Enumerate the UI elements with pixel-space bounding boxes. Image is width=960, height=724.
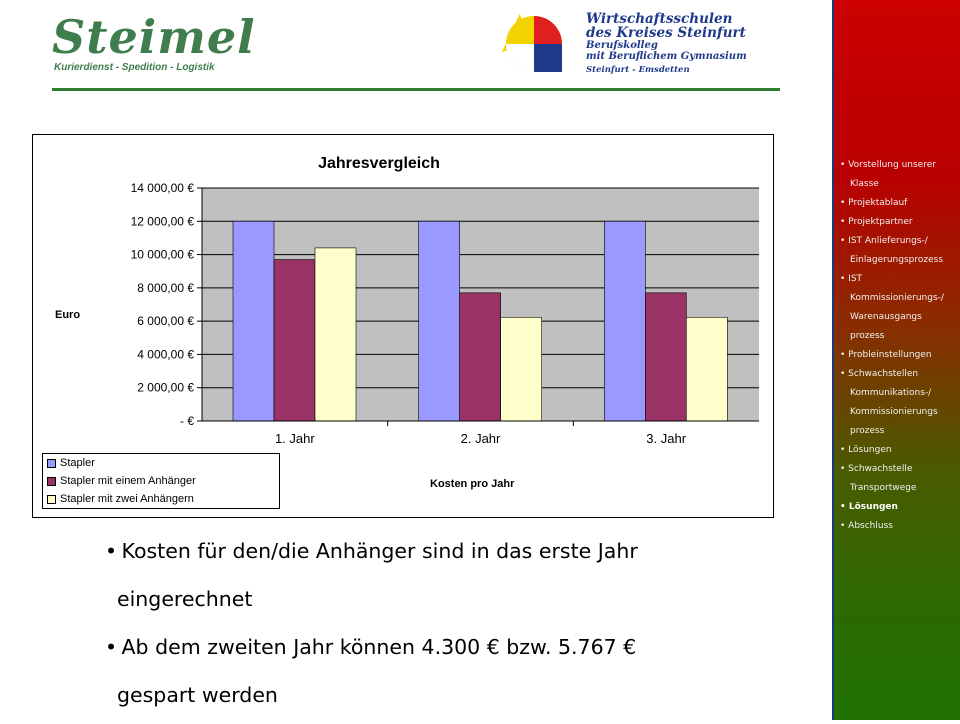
school-name-line5: Steinfurt - Emsdetten <box>586 65 690 75</box>
legend-swatch-anhaenger2 <box>47 494 56 504</box>
chart-legend: Stapler Stapler mit einem Anhänger Stapl… <box>42 453 280 509</box>
legend-swatch-anhaenger1 <box>47 476 56 486</box>
bar-2-3 <box>645 292 687 422</box>
legend-label-stapler: Stapler <box>60 457 95 469</box>
bar-3-1 <box>314 247 357 422</box>
sidebar-item-3[interactable]: • Projektpartner <box>840 213 960 232</box>
y-tick-label: 8 000,00 € <box>137 281 194 295</box>
sidebar-item-label: Kommissionierungs-/ <box>850 293 944 303</box>
bullet-dot-icon: • <box>105 539 118 563</box>
y-tick-label: - € <box>180 414 194 428</box>
legend-item-anhaenger2: Stapler mit zwei Anhängern <box>47 493 194 509</box>
sidebar-item-label: • Schwachstellen <box>840 369 919 379</box>
bar-1-2 <box>418 220 460 422</box>
school-name-line2: des Kreises Steinfurt <box>586 25 746 41</box>
sidebar-item-1[interactable]: • Vorstellung unserer Klasse <box>840 156 960 194</box>
sidebar-item-10[interactable]: • Lösungen <box>840 498 960 517</box>
school-name-line1: Wirtschaftsschulen <box>586 11 733 27</box>
x-tick-label: 1. Jahr <box>275 431 315 446</box>
bar-2-2 <box>459 292 501 422</box>
school-name-line4: mit Beruflichem Gymnasium <box>586 51 747 62</box>
sidebar-item-label: • Projektablauf <box>840 198 908 208</box>
chart-y-axis-label: Euro <box>55 309 80 321</box>
y-tick-label: 6 000,00 € <box>137 314 194 328</box>
school-logo-text: Wirtschaftsschulen des Kreises Steinfurt… <box>586 12 816 76</box>
sidebar: • Vorstellung unserer Klasse • Projektabla… <box>832 0 960 720</box>
sidebar-item-8[interactable]: • Lösungen <box>840 441 960 460</box>
legend-swatch-stapler <box>47 458 56 468</box>
bullet-2-text: Ab dem zweiten Jahr können 4.300 € bzw. … <box>121 635 637 659</box>
sidebar-item-label: • Projektpartner <box>840 217 913 227</box>
y-tick-label: 4 000,00 € <box>137 347 194 361</box>
sidebar-item-label: Warenausgangs <box>850 312 922 322</box>
sidebar-item-label: Kommissionierungs <box>850 407 938 417</box>
bullet-2-line1: • Ab dem zweiten Jahr können 4.300 € bzw… <box>105 628 805 676</box>
sidebar-item-label: Kommunikations-/ <box>850 388 932 398</box>
steimel-logo-tagline: Kurierdienst - Spedition - Logistik <box>54 62 215 73</box>
legend-label-anhaenger1: Stapler mit einem Anhänger <box>60 475 196 487</box>
sidebar-item-label: Transportwege <box>850 483 917 493</box>
bullet-dot-icon: • <box>105 635 118 659</box>
chart-title: Jahresvergleich <box>318 155 440 172</box>
y-tick-label: 10 000,00 € <box>131 248 195 262</box>
bullet-1-text: Kosten für den/die Anhänger sind in das … <box>121 539 638 563</box>
header-divider <box>52 88 780 91</box>
sidebar-item-label: prozess <box>850 426 885 436</box>
y-tick-label: 14 000,00 € <box>131 181 195 195</box>
sidebar-item-label: Einlagerungsprozess <box>850 255 944 265</box>
bullet-1-line2: eingerechnet <box>117 587 253 611</box>
sidebar-item-label: • IST <box>840 274 863 284</box>
chart-x-axis-label: Kosten pro Jahr <box>430 478 515 490</box>
sidebar-item-label: • Abschluss <box>840 521 893 531</box>
sidebar-item-label: • Lösungen <box>840 502 898 512</box>
sidebar-item-label: prozess <box>850 331 885 341</box>
y-tick-label: 12 000,00 € <box>131 214 195 228</box>
bar-3-3 <box>686 316 728 422</box>
sidebar-item-4[interactable]: • IST Anlieferungs-/ Einlagerungsprozess <box>840 232 960 270</box>
legend-item-stapler: Stapler <box>47 457 95 473</box>
sidebar-item-2[interactable]: • Projektablauf <box>840 194 960 213</box>
sidebar-item-11[interactable]: • Abschluss <box>840 517 960 536</box>
bullet-2-line2: gespart werden <box>117 683 278 707</box>
sidebar-item-label: Klasse <box>850 179 879 189</box>
bullet-1-line1: • Kosten für den/die Anhänger sind in da… <box>105 532 805 580</box>
sidebar-item-label: • Lösungen <box>840 445 892 455</box>
sidebar-nav: • Vorstellung unserer Klasse • Projektabla… <box>840 156 960 536</box>
bar-1-3 <box>604 220 646 422</box>
x-tick-label: 3. Jahr <box>646 431 686 446</box>
sidebar-item-label: • Vorstellung unserer <box>840 160 936 170</box>
bar-3-2 <box>500 316 542 422</box>
steimel-logo-name: Steimel <box>52 10 256 64</box>
steimel-logo: Steimel Kurierdienst - Spedition - Logis… <box>52 10 255 80</box>
school-name-line3: Berufskolleg <box>586 40 658 51</box>
sidebar-item-label: • IST Anlieferungs-/ <box>840 236 928 246</box>
bar-1-1 <box>232 220 275 422</box>
sidebar-item-7[interactable]: • Schwachstellen Kommunikations-/ Kommissi… <box>840 365 960 441</box>
legend-item-anhaenger1: Stapler mit einem Anhänger <box>47 475 196 491</box>
sidebar-item-5[interactable]: • IST Kommissionierungs-/ Warenausgangs pro… <box>840 270 960 346</box>
sidebar-item-6[interactable]: • Probleinstellungen <box>840 346 960 365</box>
sidebar-item-9[interactable]: • Schwachstelle Transportwege <box>840 460 960 498</box>
sidebar-item-label: • Probleinstellungen <box>840 350 932 360</box>
bar-2-1 <box>273 259 316 422</box>
school-logo-icon <box>501 13 562 72</box>
sidebar-item-label: • Schwachstelle <box>840 464 913 474</box>
x-tick-label: 2. Jahr <box>461 431 501 446</box>
bullet-list: • Kosten für den/die Anhänger sind in da… <box>105 532 805 724</box>
y-tick-label: 2 000,00 € <box>137 381 194 395</box>
legend-label-anhaenger2: Stapler mit zwei Anhängern <box>60 493 194 505</box>
bar-chart: - € 2 000,00 € 4 000,00 € 6 000,00 € 8 000,0… <box>55 155 759 446</box>
